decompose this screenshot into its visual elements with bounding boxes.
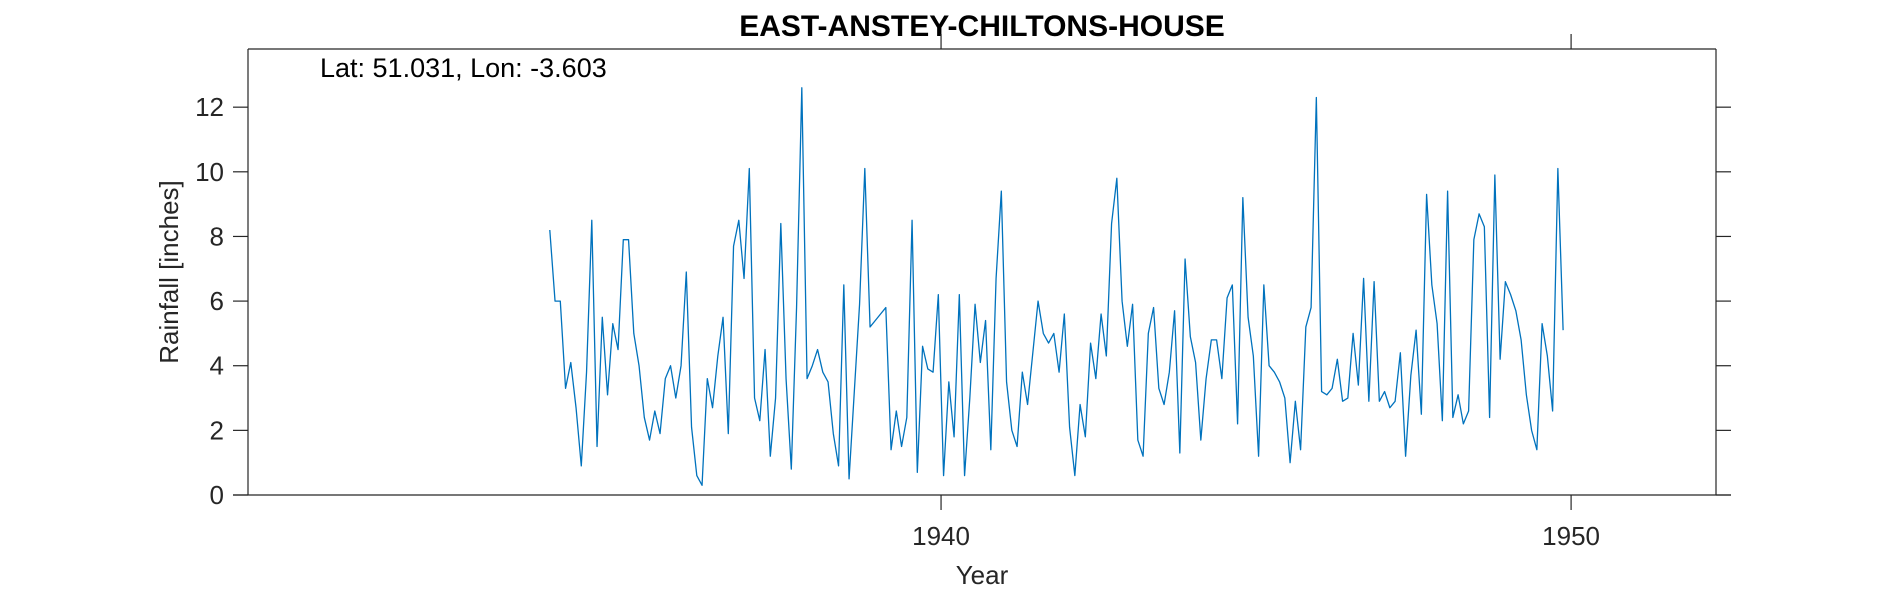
y-axis-label: Rainfall [inches] [154,180,184,364]
y-tick-label: 2 [210,415,224,445]
x-ticks: 1940 1950 [912,34,1600,551]
x-tick-label: 1940 [912,521,970,551]
x-axis-label: Year [956,560,1009,590]
chart-title: EAST-ANSTEY-CHILTONS-HOUSE [739,10,1225,43]
y-ticks: 0 2 4 6 8 10 12 [195,92,1731,510]
rainfall-series-line [549,87,1564,486]
y-tick-label: 6 [210,286,224,316]
y-tick-label: 0 [210,480,224,510]
y-tick-label: 4 [210,351,224,381]
x-tick-label: 1950 [1542,521,1600,551]
location-annotation: Lat: 51.031, Lon: -3.603 [320,53,607,83]
axes-box [233,48,1731,496]
y-tick-label: 10 [195,157,224,187]
y-tick-label: 12 [195,92,224,122]
y-tick-label: 8 [210,221,224,251]
